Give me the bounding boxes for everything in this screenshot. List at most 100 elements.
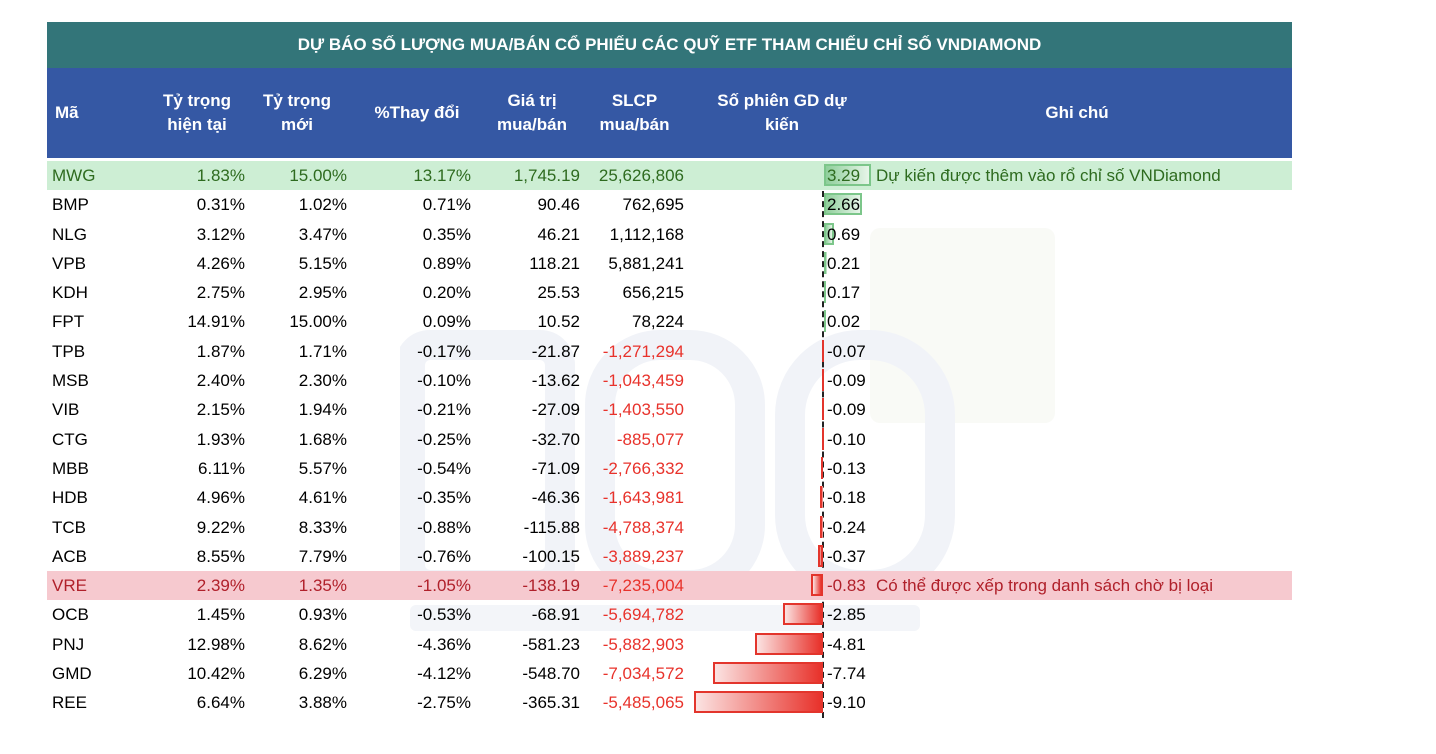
cell-sessions: 0.02 <box>827 312 861 332</box>
cell-sessions: 2.66 <box>827 195 861 215</box>
cell-ticker: VPB <box>52 253 87 273</box>
cell-new-weight: 0.93% <box>298 605 347 625</box>
table-row: MBB 6.11% 5.57% -0.54% -71.09 -2,766,332 -0.13 <box>47 454 1292 483</box>
cell-current-weight: 10.42% <box>187 664 245 684</box>
cell-current-weight: 3.12% <box>196 224 245 244</box>
cell-sessions: -0.09 <box>827 400 866 420</box>
table-row: VPB 4.26% 5.15% 0.89% 118.21 5,881,241 0.21 <box>47 249 1292 278</box>
cell-shares: -1,643,981 <box>602 488 684 508</box>
cell-new-weight: 1.68% <box>298 429 347 449</box>
sessions-databar <box>821 339 824 362</box>
cell-value: -71.09 <box>531 458 580 478</box>
cell-shares: -1,403,550 <box>602 400 684 420</box>
cell-new-weight: 8.62% <box>298 634 347 654</box>
cell-ticker: GMD <box>52 664 92 684</box>
cell-current-weight: 2.40% <box>196 371 245 391</box>
cell-value: 10.52 <box>537 312 580 332</box>
table-row: MSB 2.40% 2.30% -0.10% -13.62 -1,043,459 -0.09 <box>47 366 1292 395</box>
cell-change: -4.36% <box>417 634 471 654</box>
cell-shares: -4,788,374 <box>602 517 684 537</box>
table-row: GMD 10.42% 6.29% -4.12% -548.70 -7,034,572 -7.… <box>47 659 1292 688</box>
sessions-databar <box>811 574 823 597</box>
cell-value: -548.70 <box>522 664 580 684</box>
cell-shares: 656,215 <box>622 283 684 303</box>
sessions-databar <box>824 222 834 245</box>
cell-value: -27.09 <box>531 400 580 420</box>
cell-change: -0.53% <box>417 605 471 625</box>
cell-change: -0.76% <box>417 546 471 566</box>
cell-new-weight: 2.30% <box>298 371 347 391</box>
cell-current-weight: 14.91% <box>187 312 245 332</box>
sessions-databar <box>713 662 823 685</box>
header-change: %Thay đổi <box>374 103 460 122</box>
cell-current-weight: 0.31% <box>196 195 245 215</box>
cell-shares: -1,271,294 <box>602 341 684 361</box>
cell-current-weight: 1.87% <box>196 341 245 361</box>
cell-ticker: FPT <box>52 312 85 332</box>
cell-ticker: MWG <box>52 166 96 185</box>
cell-change: 0.71% <box>422 195 471 215</box>
sessions-databar <box>821 398 824 421</box>
cell-sessions: -0.13 <box>827 458 866 478</box>
cell-ticker: KDH <box>52 283 88 303</box>
cell-change: 0.09% <box>422 312 471 332</box>
cell-sessions: 0.21 <box>827 253 861 273</box>
cell-ticker: MSB <box>52 371 89 391</box>
sessions-databar <box>824 164 871 186</box>
cell-new-weight: 8.33% <box>298 517 347 537</box>
cell-current-weight: 2.75% <box>196 283 245 303</box>
cell-value: -32.70 <box>531 429 580 449</box>
cell-current-weight: 4.26% <box>196 253 245 273</box>
table-row: REE 6.64% 3.88% -2.75% -365.31 -5,485,065 -9.1… <box>47 688 1292 717</box>
cell-shares: -885,077 <box>616 429 684 449</box>
cell-ticker: PNJ <box>52 634 85 654</box>
sessions-databar <box>819 515 823 538</box>
cell-shares: 78,224 <box>632 312 684 332</box>
sessions-databar <box>693 691 823 714</box>
cell-sessions: -0.37 <box>827 546 866 566</box>
header-shares: SLCP mua/bán <box>599 91 670 134</box>
table-title: DỰ BÁO SỐ LƯỢNG MUA/BÁN CỔ PHIẾU CÁC QUỸ… <box>47 22 1292 68</box>
table-row: MWG 1.83% 15.00% 13.17% 1,745.19 25,626,806 3.… <box>47 161 1292 191</box>
header-value: Giá trị mua/bán <box>497 91 567 134</box>
table-row: OCB 1.45% 0.93% -0.53% -68.91 -5,694,782 -2.85 <box>47 600 1292 629</box>
cell-new-weight: 5.57% <box>298 458 347 478</box>
table-row: VIB 2.15% 1.94% -0.21% -27.09 -1,403,550 -0.09 <box>47 395 1292 424</box>
cell-ticker: VRE <box>52 576 87 596</box>
table-row: TCB 9.22% 8.33% -0.88% -115.88 -4,788,374 -0.2… <box>47 513 1292 542</box>
cell-new-weight: 3.47% <box>298 224 347 244</box>
sessions-databar <box>817 544 823 567</box>
cell-value: -365.31 <box>522 693 580 713</box>
cell-new-weight: 3.88% <box>298 693 347 713</box>
cell-ticker: TPB <box>52 341 86 361</box>
cell-current-weight: 4.96% <box>196 488 245 508</box>
cell-change: -0.21% <box>417 400 471 420</box>
cell-sessions: -0.09 <box>827 371 866 391</box>
cell-value: 1,745.19 <box>513 166 580 185</box>
cell-current-weight: 2.39% <box>196 576 245 596</box>
cell-sessions: -0.18 <box>827 488 866 508</box>
cell-value: 46.21 <box>537 224 580 244</box>
cell-shares: -2,766,332 <box>602 458 684 478</box>
cell-ticker: CTG <box>52 429 88 449</box>
table-header: Mã Tỷ trọng hiện tại Tỷ trọng mới %Thay … <box>47 68 1292 158</box>
cell-ticker: VIB <box>52 400 80 420</box>
cell-new-weight: 15.00% <box>289 166 347 185</box>
sessions-databar <box>824 281 827 304</box>
table-row: KDH 2.75% 2.95% 0.20% 25.53 656,215 0.17 <box>47 278 1292 307</box>
cell-current-weight: 1.93% <box>196 429 245 449</box>
cell-sessions: 0.69 <box>827 224 861 244</box>
cell-note: Có thể được xếp trong danh sách chờ bị l… <box>876 576 1214 596</box>
sessions-databar <box>821 456 824 479</box>
cell-value: -13.62 <box>531 371 580 391</box>
cell-value: -138.19 <box>522 576 580 596</box>
cell-change: -0.25% <box>417 429 471 449</box>
cell-sessions: -0.07 <box>827 341 866 361</box>
cell-ticker: REE <box>52 693 87 713</box>
header-ma: Mã <box>55 103 79 122</box>
table-row: VRE 2.39% 1.35% -1.05% -138.19 -7,235,004 -0.8… <box>47 571 1292 601</box>
cell-new-weight: 4.61% <box>298 488 347 508</box>
cell-value: 118.21 <box>529 253 580 273</box>
cell-value: 25.53 <box>537 283 580 303</box>
cell-shares: -7,235,004 <box>602 576 684 596</box>
